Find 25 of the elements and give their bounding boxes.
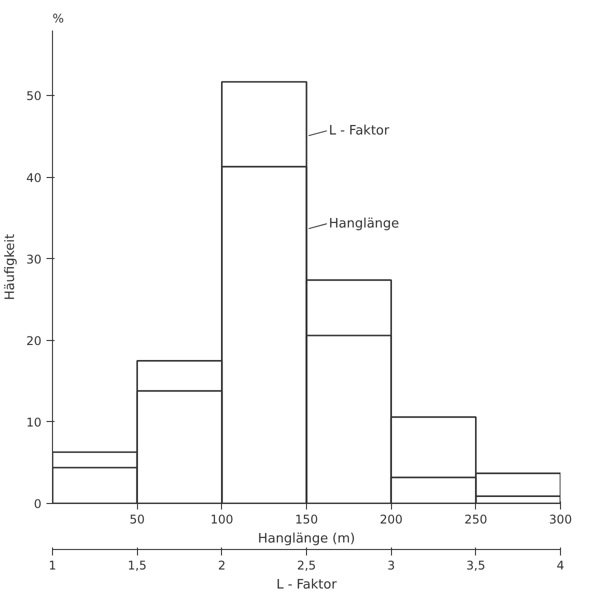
x2-tick-label: 50 — [130, 512, 145, 526]
x-tick-label: 4 — [556, 558, 564, 572]
x-tick-label: 1 — [48, 558, 56, 572]
legend-label: Hanglänge — [328, 216, 400, 232]
y-tick-label: 0 — [34, 497, 42, 511]
x-tick-label: 3,5 — [466, 558, 486, 572]
x-tick-label: 2 — [218, 558, 226, 572]
x2-tick-label: 250 — [464, 512, 488, 526]
x-tick-label: 2,5 — [296, 558, 316, 572]
x2-axis-title: Hanglänge (m) — [258, 532, 356, 546]
y-tick-label: 20 — [26, 334, 42, 348]
x-axis-title: L - Faktor — [276, 578, 338, 592]
x2-tick-label: 150 — [295, 512, 318, 526]
x2-tick-label: 200 — [380, 512, 403, 526]
x-tick-label: 1,5 — [128, 558, 147, 572]
text: % — [52, 12, 64, 26]
y-tick-label: 40 — [26, 170, 42, 185]
legend-label: L - Faktor — [328, 123, 390, 138]
x-tick-label: 3 — [387, 558, 395, 572]
x2-tick-label: 300 — [549, 512, 572, 526]
y-axis-title: Häufigkeit — [3, 234, 18, 300]
y-tick-label: 30 — [26, 252, 42, 266]
y-tick-label: 50 — [26, 89, 42, 104]
x2-tick-label: 100 — [210, 512, 234, 526]
y-tick-label: 10 — [26, 415, 42, 430]
